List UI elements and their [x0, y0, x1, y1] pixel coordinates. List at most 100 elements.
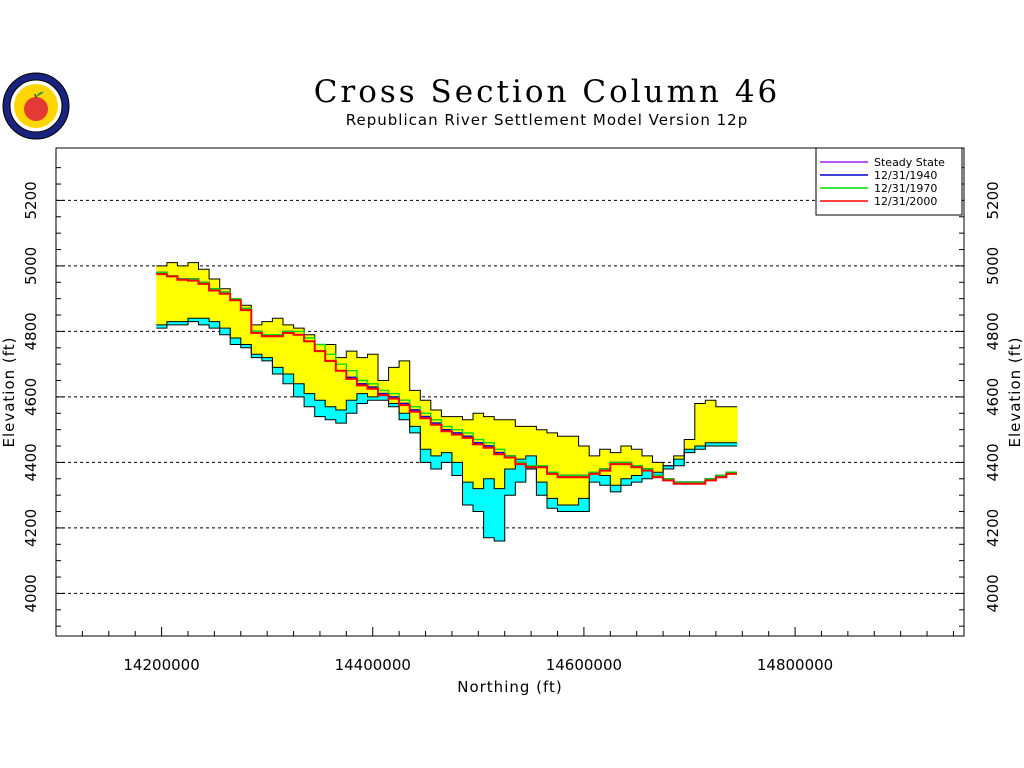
lower-layer-cell: [589, 472, 601, 483]
lower-layer-cell: [462, 482, 474, 505]
lower-layer-cell: [156, 324, 168, 329]
lower-layer-cell: [663, 465, 675, 469]
legend-label: Steady State: [874, 156, 945, 169]
x-tick-label: 14400000: [335, 656, 411, 674]
lower-layer-cell: [399, 413, 411, 420]
upper-layer-cell: [684, 439, 696, 450]
lower-layer-cell: [578, 498, 590, 512]
lower-layer-cell: [283, 373, 295, 384]
upper-layer-cell: [694, 403, 706, 447]
upper-layer-cell: [304, 334, 316, 394]
y-tick-label-left: 4400: [22, 443, 40, 481]
lower-layer-cell: [356, 393, 369, 404]
upper-layer-cell: [673, 455, 685, 460]
upper-layer-cell: [198, 269, 210, 319]
upper-layer-cell: [156, 265, 168, 325]
y-tick-label-right: 4400: [984, 443, 1002, 481]
upper-layer-cell: [293, 328, 305, 384]
upper-layer-cell: [325, 344, 337, 407]
lower-layer-cell: [230, 337, 242, 345]
upper-layer-cell: [525, 426, 537, 456]
lower-layer-cell: [610, 485, 622, 492]
upper-layer-cell: [610, 452, 622, 486]
layer-outlines: [156, 262, 737, 542]
lower-layer-cell: [473, 488, 485, 512]
y-axis-label-right: Elevation (ft): [1006, 336, 1024, 447]
upper-layer-cell: [641, 455, 654, 469]
upper-layer-cell: [631, 449, 643, 476]
lower-layer-cell: [314, 400, 326, 417]
lower-layer-cell: [378, 393, 390, 401]
upper-layer-cell: [462, 419, 474, 483]
legend-label: 12/31/1940: [874, 169, 937, 182]
lower-layer-cell: [420, 449, 432, 463]
upper-layer-cell: [589, 455, 601, 473]
x-axis-label: Northing (ft): [457, 678, 563, 696]
upper-layer-cell: [705, 400, 717, 443]
lower-layer-cell: [251, 354, 263, 358]
agency-seal-logo: [2, 72, 70, 140]
lower-layer-cell: [673, 459, 685, 466]
upper-layer-cell: [504, 419, 516, 469]
upper-layer-cell: [346, 351, 358, 401]
upper-layer-cell: [409, 390, 421, 427]
upper-layer-cell: [568, 436, 580, 505]
lower-layer-cell: [272, 367, 284, 374]
upper-layer-cell: [166, 262, 179, 322]
upper-layer-cell: [388, 367, 400, 404]
upper-layer-cell: [356, 357, 369, 394]
upper-layer-cell: [715, 406, 728, 443]
y-tick-label-left: 4600: [22, 378, 40, 416]
y-tick-label-left: 4200: [22, 509, 40, 547]
upper-layer-cell: [515, 426, 527, 460]
upper-layer-cell: [240, 305, 252, 345]
aquifer-bottom-outline: [156, 321, 737, 542]
upper-layer-cell: [314, 344, 326, 401]
upper-layer-cell: [187, 262, 200, 319]
layer-boundary-outline: [156, 317, 737, 506]
lower-layer-cell: [726, 442, 738, 447]
lower-layer-cell: [684, 449, 696, 453]
upper-layer-cell: [420, 400, 432, 450]
lower-layer-cell: [494, 488, 506, 542]
lower-layer-cell: [483, 478, 495, 538]
upper-layer-cell: [557, 436, 569, 505]
y-tick-label-left: 4000: [22, 574, 40, 612]
lower-layer-cell: [694, 446, 706, 450]
y-tick-label-right: 4600: [984, 378, 1002, 416]
lower-layer-cell: [620, 478, 633, 486]
lower-layer-cell: [715, 442, 728, 447]
upper-layer-cell: [441, 416, 453, 453]
x-tick-label: 14800000: [757, 656, 833, 674]
lower-layer-cell: [515, 459, 527, 483]
upper-layer-cell: [578, 446, 590, 499]
legend-box: [815, 147, 963, 216]
upper-layer-cell: [546, 432, 559, 499]
lower-layer-cell: [177, 321, 189, 325]
y-tick-label-left: 5200: [22, 181, 40, 219]
lower-layer-cell: [293, 383, 305, 397]
y-tick-label-right: 5000: [984, 247, 1002, 285]
series-12-31-2000: [156, 273, 737, 485]
upper-layer-cell: [177, 265, 189, 322]
upper-layer-cell: [367, 354, 379, 397]
aquifer-layers: [156, 262, 738, 542]
lower-layer-cell: [451, 462, 464, 476]
chart-subtitle: Republican River Settlement Model Versio…: [345, 111, 749, 129]
upper-layer-cell: [473, 413, 485, 489]
legend-label: 12/31/1970: [874, 182, 937, 195]
plot-frame: [55, 147, 965, 637]
upper-layer-cell: [726, 406, 738, 443]
lower-layer-cell: [335, 410, 347, 424]
upper-layer-cell: [283, 324, 295, 374]
lower-layer-cell: [441, 452, 453, 463]
lower-layer-cell: [209, 321, 221, 329]
y-tick-label-right: 5200: [984, 181, 1002, 219]
lower-layer-cell: [641, 468, 654, 479]
legend: Steady State12/31/194012/31/197012/31/20…: [815, 147, 963, 216]
lower-layer-cell: [304, 393, 316, 407]
lower-layer-cell: [430, 455, 442, 469]
chart-title: Cross Section Column 46: [313, 74, 781, 110]
lower-layer-cell: [325, 406, 337, 420]
